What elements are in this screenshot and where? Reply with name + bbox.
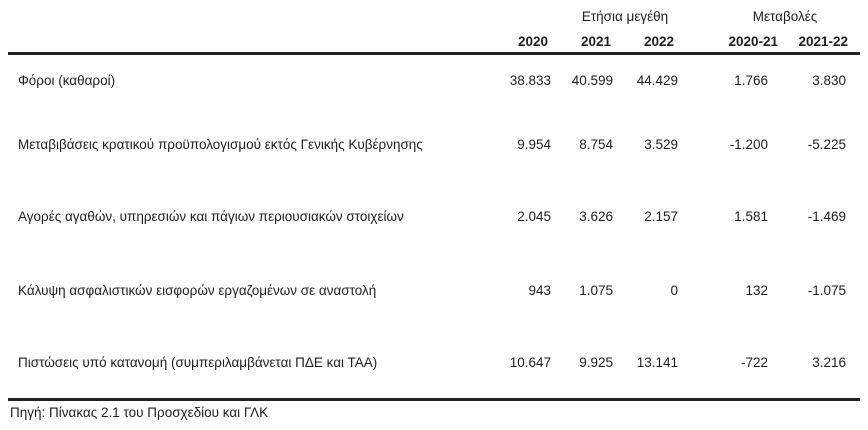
val-2022: 44.429 xyxy=(636,73,678,88)
val-2020: 9.954 xyxy=(517,137,551,152)
val-2022: 0 xyxy=(670,283,678,298)
col-header-2021: 2021 xyxy=(580,34,611,49)
source-note: Πηγή: Πίνακας 2.1 του Προσχεδίου και ΓΛΚ xyxy=(10,405,269,420)
val-2021-22: -5.225 xyxy=(807,137,846,152)
row-label: Κάλυψη ασφαλιστικών εισφορών εργαζομένων… xyxy=(18,283,377,298)
row-label: Φόροι (καθαροί) xyxy=(18,73,116,88)
val-2021-22: -1.469 xyxy=(807,209,846,224)
val-2020-21: -1.200 xyxy=(729,137,768,152)
col-header-2021-22: 2021-22 xyxy=(798,34,848,49)
val-2021: 1.075 xyxy=(579,283,613,298)
header-group-changes: Μεταβολές xyxy=(752,9,818,24)
val-2022: 13.141 xyxy=(636,355,678,370)
val-2020: 10.647 xyxy=(509,355,551,370)
val-2020: 943 xyxy=(528,283,551,298)
header-divider xyxy=(8,52,860,55)
col-header-2022: 2022 xyxy=(643,34,674,49)
val-2021-22: 3.216 xyxy=(812,355,846,370)
footer-divider xyxy=(8,398,860,401)
val-2021: 40.599 xyxy=(571,73,613,88)
val-2020: 38.833 xyxy=(509,73,551,88)
val-2022: 3.529 xyxy=(644,137,678,152)
val-2021-22: -1.075 xyxy=(807,283,846,298)
val-2020-21: 1.581 xyxy=(734,209,768,224)
row-label: Αγορές αγαθών, υπηρεσιών και πάγιων περι… xyxy=(18,209,404,224)
val-2021: 8.754 xyxy=(579,137,613,152)
row-label: Μεταβιβάσεις κρατικού προϋπολογισμού εκτ… xyxy=(18,137,423,152)
val-2021-22: 3.830 xyxy=(812,73,846,88)
header-group-annual: Ετήσια μεγέθη xyxy=(581,9,669,24)
col-header-2020-21: 2020-21 xyxy=(728,34,778,49)
val-2020: 2.045 xyxy=(517,209,551,224)
val-2021: 3.626 xyxy=(579,209,613,224)
val-2020-21: 1.766 xyxy=(734,73,768,88)
val-2020-21: -722 xyxy=(740,355,768,370)
val-2020-21: 132 xyxy=(745,283,768,298)
val-2022: 2.157 xyxy=(644,209,678,224)
col-header-2020: 2020 xyxy=(517,34,548,49)
row-label: Πιστώσεις υπό κατανομή (συμπεριλαμβάνετα… xyxy=(18,355,378,370)
val-2021: 9.925 xyxy=(579,355,613,370)
